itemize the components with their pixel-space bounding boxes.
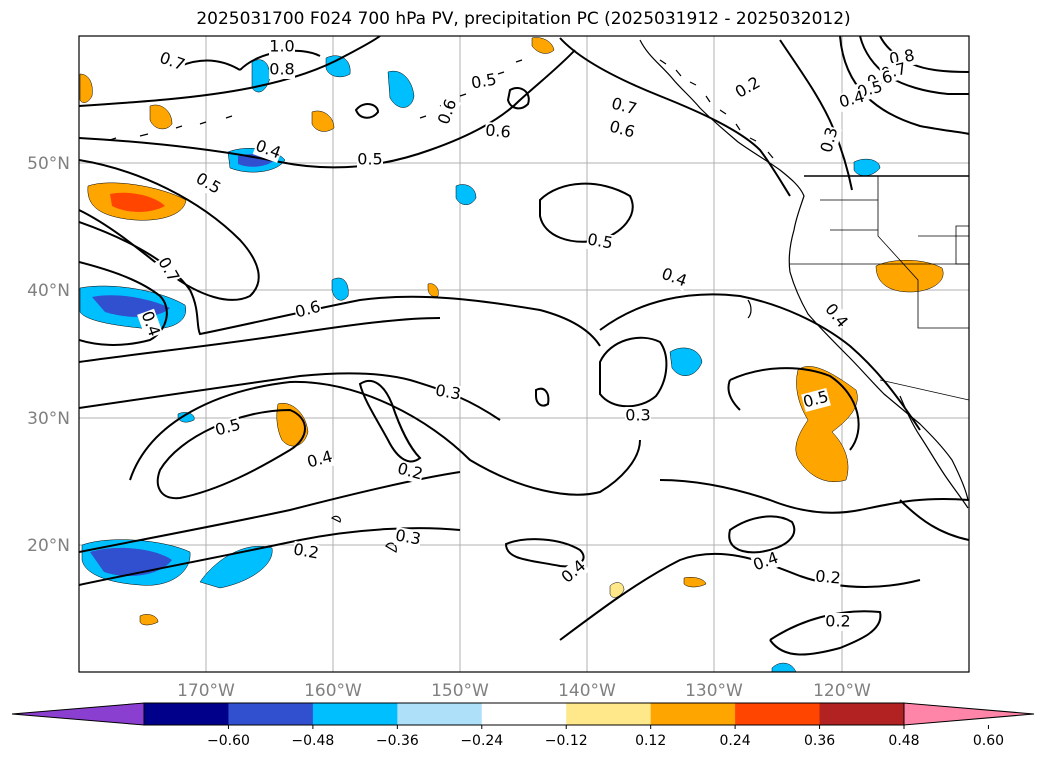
contour-label-background [293,297,323,323]
contour-label-background [484,121,512,143]
contour-label-background [153,254,183,286]
contour-label-background [357,151,383,169]
contour-label-background [750,549,782,575]
contour-label: 0.5 [470,69,498,92]
colorbar: −0.60 −0.48 −0.36 −0.24 −0.12 0.12 0.24 0.36 0.4… [11,702,1035,749]
colorbar-bin [481,703,567,725]
contour-label-background [435,96,461,128]
contour-label: 0.5 [586,229,614,252]
contour-label: 0.2 [815,566,842,587]
contour-label: 0.5 [357,150,382,169]
contour-label-background [658,265,690,291]
contour-label: 0.3 [394,525,422,548]
contour-label-background [801,387,831,413]
contour-label-background [269,61,295,79]
longitude-labels: 170°W 160°W 150°W 140°W 130°W 120°W [177,681,871,701]
contour-label-background [814,567,842,589]
contour-label-background [625,407,651,425]
contour-label: 0.2 [825,612,850,631]
colorbar-tick-label: −0.12 [545,733,588,749]
lon-label: 140°W [558,681,616,701]
colorbar-bin [397,703,483,725]
lat-label: 40°N [27,281,70,301]
contour-label-background [291,540,321,564]
contour-label-background [558,556,590,588]
colorbar-bin [650,703,736,725]
contour-label-background [137,308,163,340]
contour-label-background [585,230,615,254]
contour-label-background [820,300,852,332]
colorbar-bin [312,703,398,725]
contour-labels: 1.00.70.80.50.60.60.70.60.20.80.70.60.50… [137,37,917,631]
contour-label: 0.2 [292,539,320,562]
lon-label: 120°W [813,681,871,701]
colorbar-tick-label: −0.36 [376,733,419,749]
contour-label: 1.0 [269,37,294,56]
contour-label-background [825,613,851,631]
lat-label: 50°N [27,154,70,174]
contour-label: 0.8 [269,60,294,79]
lat-label: 30°N [27,409,70,429]
lon-label: 160°W [304,681,362,701]
colorbar-tick-label: −0.24 [460,733,503,749]
contour-label-background [269,38,295,56]
colorbar-extend-high [903,702,1035,726]
colorbar-bin [228,703,314,725]
lat-label: 20°N [27,536,70,556]
colorbar-tick-label: 0.12 [635,733,666,749]
contour-label-background [192,169,224,199]
contour-label-background [305,447,335,473]
contour-label-background [156,49,188,75]
lon-label: 130°W [685,681,743,701]
colorbar-tick-label: 0.48 [888,733,919,749]
latitude-labels: 50°N 40°N 30°N 20°N [27,154,70,556]
contour-label-background [732,73,764,103]
contour-label-background [837,87,867,113]
contour-label: 0.3 [625,406,650,425]
contour-label-background [607,117,637,143]
coastlines [109,39,969,553]
colorbar-bin [735,703,821,725]
contour-label: 0.6 [485,120,512,141]
contour-label-background [252,137,284,163]
colorbar-tick-label: 0.24 [720,733,751,749]
colorbar-bin [144,703,229,725]
colorbar-bin [566,703,652,725]
contour-label-background [433,381,463,405]
lon-label: 150°W [431,681,489,701]
map-title: 2025031700 F024 700 hPa PV, precipitatio… [196,9,851,29]
map-frame [78,35,970,673]
contour-label-background [469,70,499,94]
contour-label: 0.3 [434,380,462,403]
colorbar-tick-label: 0.36 [804,733,835,749]
contour-label-background [213,415,243,441]
lon-label: 170°W [177,681,235,701]
colorbar-tick-label: −0.48 [291,733,334,749]
contour-label-background [395,459,425,485]
contour-label-background [609,94,639,120]
colorbar-extend-low [11,702,145,726]
colorbar-tick-label: 0.60 [973,733,1004,749]
colorbar-bin [819,703,905,725]
contour-label-background [393,526,423,550]
political-borders [790,175,969,401]
contour-label-background [817,125,843,155]
colorbar-tick-label: −0.60 [207,733,250,749]
